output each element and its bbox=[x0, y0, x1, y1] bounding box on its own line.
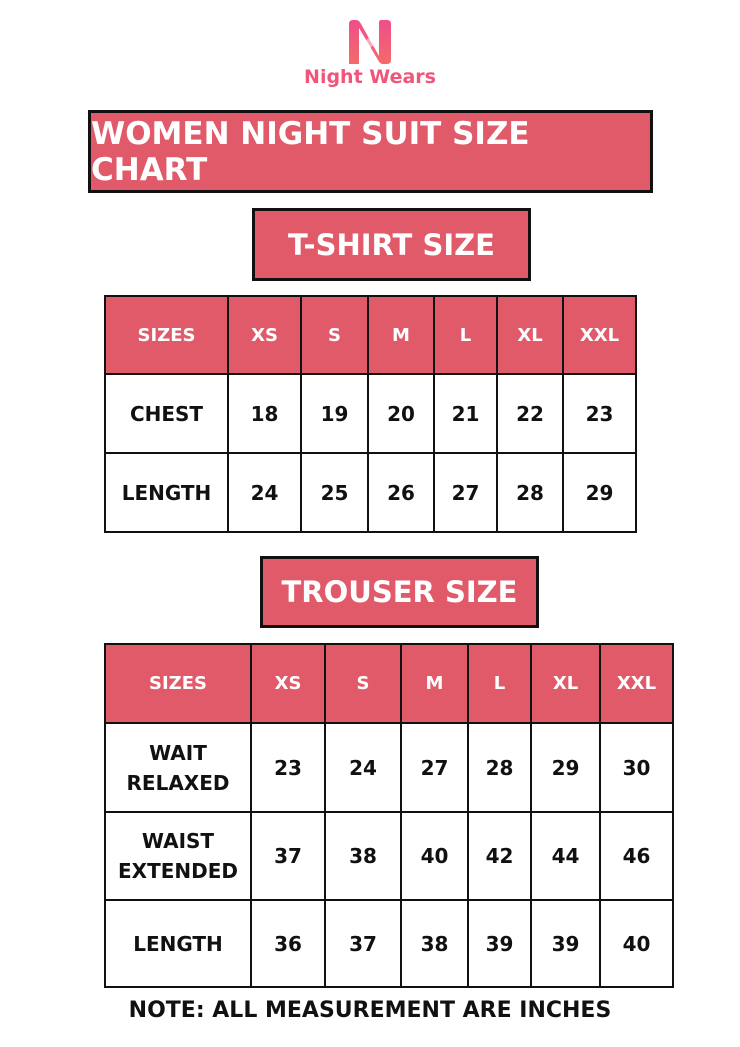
header-cell: XS bbox=[250, 643, 326, 724]
value-cell: 19 bbox=[300, 373, 369, 454]
header-cell: SIZES bbox=[104, 643, 252, 724]
value-cell: 39 bbox=[530, 899, 601, 988]
value-cell: 44 bbox=[530, 811, 601, 901]
header-cell: XXL bbox=[562, 295, 637, 375]
header-cell: SIZES bbox=[104, 295, 229, 375]
header-cell: L bbox=[467, 643, 532, 724]
value-cell: 38 bbox=[324, 811, 402, 901]
row-label: WAIT RELAXED bbox=[104, 722, 252, 813]
logo-n-icon bbox=[349, 20, 391, 64]
value-cell: 18 bbox=[227, 373, 302, 454]
value-cell: 21 bbox=[433, 373, 498, 454]
value-cell: 23 bbox=[562, 373, 637, 454]
table-row: CHEST 18 19 20 21 22 23 bbox=[104, 373, 637, 454]
value-cell: 24 bbox=[324, 722, 402, 813]
header-cell: M bbox=[367, 295, 435, 375]
value-cell: 40 bbox=[599, 899, 674, 988]
table-row: LENGTH 24 25 26 27 28 29 bbox=[104, 452, 637, 533]
value-cell: 22 bbox=[496, 373, 564, 454]
header-cell: XS bbox=[227, 295, 302, 375]
value-cell: 29 bbox=[562, 452, 637, 533]
header-cell: S bbox=[324, 643, 402, 724]
header-cell: XL bbox=[530, 643, 601, 724]
value-cell: 39 bbox=[467, 899, 532, 988]
table-row: LENGTH 36 37 38 39 39 40 bbox=[104, 899, 674, 988]
value-cell: 37 bbox=[250, 811, 326, 901]
row-label: WAIST EXTENDED bbox=[104, 811, 252, 901]
value-cell: 37 bbox=[324, 899, 402, 988]
row-label: CHEST bbox=[104, 373, 229, 454]
page-title: WOMEN NIGHT SUIT SIZE CHART bbox=[88, 110, 653, 193]
value-cell: 27 bbox=[400, 722, 469, 813]
value-cell: 20 bbox=[367, 373, 435, 454]
tshirt-size-table: SIZES XS S M L XL XXL CHEST 18 19 20 21 … bbox=[104, 295, 637, 533]
value-cell: 23 bbox=[250, 722, 326, 813]
value-cell: 26 bbox=[367, 452, 435, 533]
row-label: LENGTH bbox=[104, 452, 229, 533]
value-cell: 29 bbox=[530, 722, 601, 813]
header-cell: L bbox=[433, 295, 498, 375]
brand-name: Night Wears bbox=[304, 66, 436, 88]
header-cell: M bbox=[400, 643, 469, 724]
header-cell: S bbox=[300, 295, 369, 375]
value-cell: 28 bbox=[496, 452, 564, 533]
tshirt-heading: T-SHIRT SIZE bbox=[252, 208, 531, 281]
value-cell: 30 bbox=[599, 722, 674, 813]
value-cell: 38 bbox=[400, 899, 469, 988]
row-label: LENGTH bbox=[104, 899, 252, 988]
header-cell: XL bbox=[496, 295, 564, 375]
value-cell: 28 bbox=[467, 722, 532, 813]
value-cell: 46 bbox=[599, 811, 674, 901]
header-cell: XXL bbox=[599, 643, 674, 724]
value-cell: 27 bbox=[433, 452, 498, 533]
trouser-heading: TROUSER SIZE bbox=[260, 556, 539, 628]
trouser-size-table: SIZES XS S M L XL XXL WAIT RELAXED 23 24… bbox=[104, 643, 674, 988]
value-cell: 24 bbox=[227, 452, 302, 533]
value-cell: 42 bbox=[467, 811, 532, 901]
value-cell: 36 bbox=[250, 899, 326, 988]
measurement-note: NOTE: ALL MEASUREMENT ARE INCHES bbox=[128, 998, 612, 1023]
value-cell: 40 bbox=[400, 811, 469, 901]
value-cell: 25 bbox=[300, 452, 369, 533]
table-row: WAIST EXTENDED 37 38 40 42 44 46 bbox=[104, 811, 674, 901]
table-row: WAIT RELAXED 23 24 27 28 29 30 bbox=[104, 722, 674, 813]
